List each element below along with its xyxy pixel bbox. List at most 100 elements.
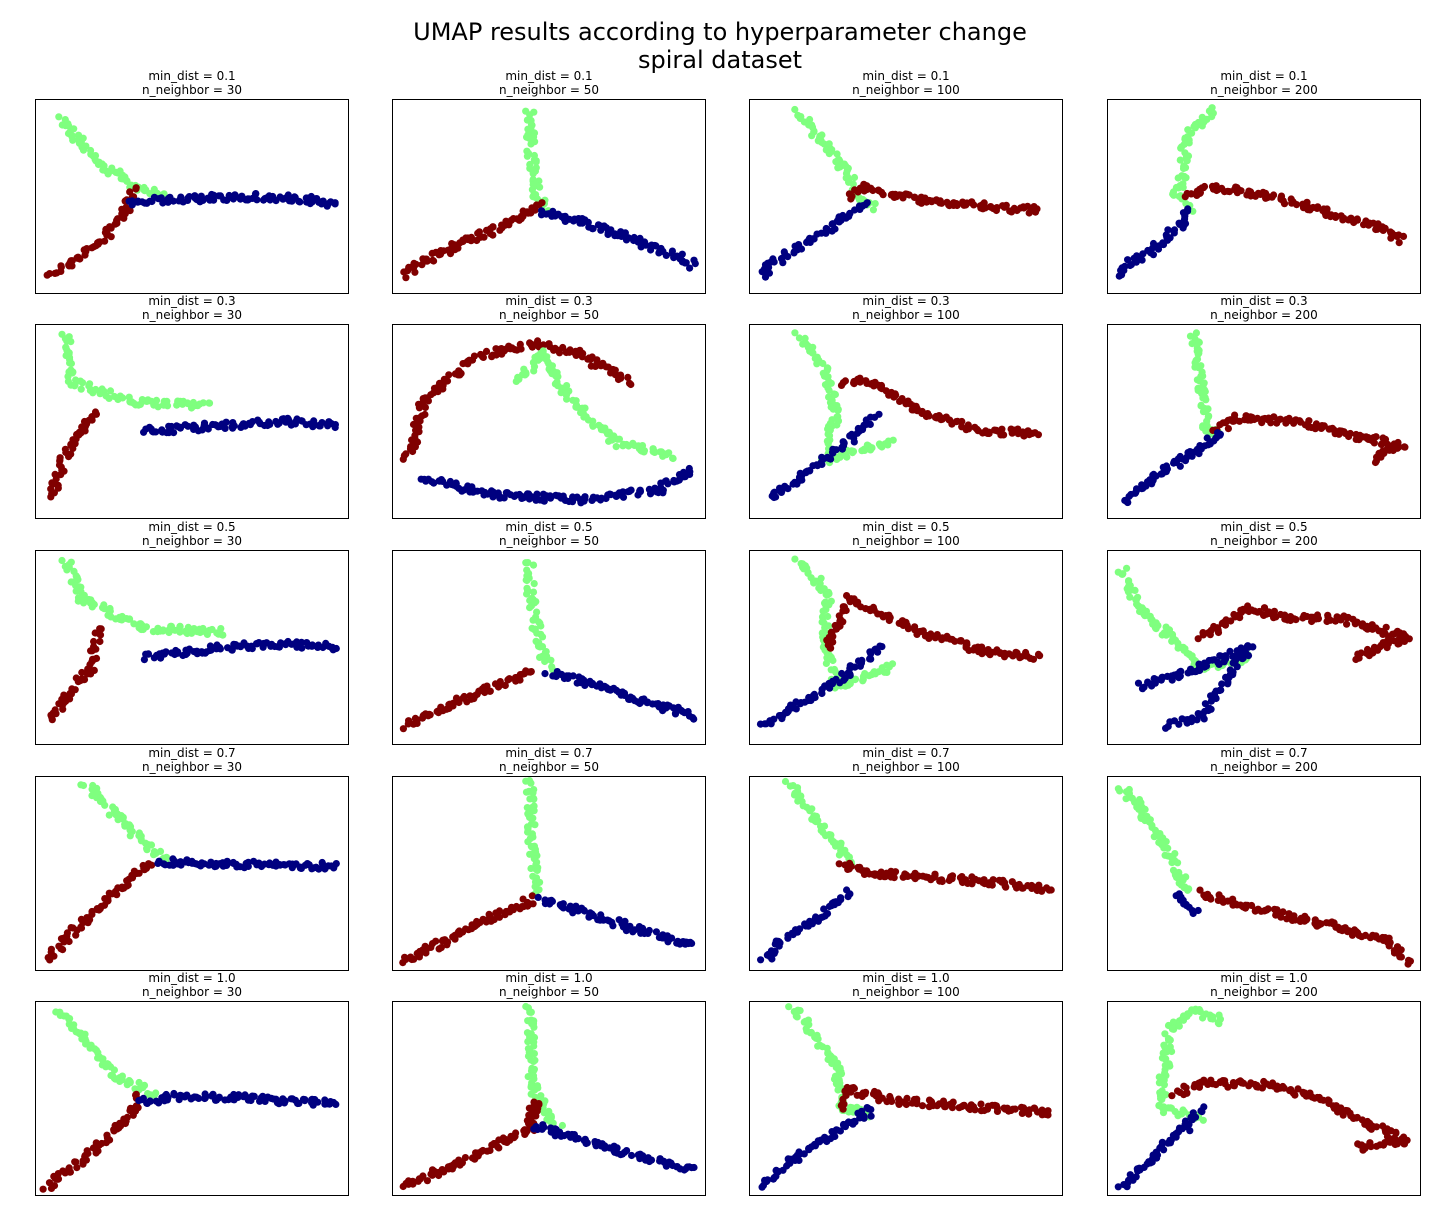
scatter-point: [1118, 570, 1127, 578]
scatter-point: [756, 720, 765, 728]
axes-frame: [749, 550, 1063, 745]
scatter-point: [1366, 1139, 1374, 1147]
scatter-point: [640, 447, 648, 455]
scatter-point: [911, 193, 919, 201]
scatter-point: [883, 668, 891, 676]
scatter-point: [71, 381, 79, 389]
scatter-point: [1191, 124, 1199, 132]
scatter-point: [1178, 455, 1186, 463]
scatter-point: [819, 359, 827, 368]
scatter-point: [867, 1112, 875, 1120]
axes-frame: [35, 324, 349, 519]
scatter-point: [1147, 249, 1155, 257]
scatter-point: [555, 349, 564, 357]
scatter-point: [165, 628, 173, 637]
scatter-point: [184, 196, 192, 204]
scatter-point: [949, 1098, 957, 1106]
scatter-point: [518, 494, 526, 502]
scatter-point: [617, 374, 625, 382]
scatter-point: [628, 1151, 636, 1160]
scatter-point: [895, 1100, 903, 1108]
scatter-point: [1194, 906, 1202, 915]
scatter-point: [290, 193, 299, 201]
scatter-point: [938, 199, 946, 207]
scatter-point: [652, 928, 660, 936]
scatter-point: [810, 128, 818, 136]
scatter-point: [217, 625, 225, 633]
scatter-point: [847, 595, 855, 603]
scatter-point: [827, 628, 835, 636]
series-class_2: [757, 886, 854, 964]
subplot-axes: [392, 99, 706, 294]
scatter-point: [78, 379, 87, 387]
scatter-point: [1377, 641, 1385, 649]
scatter-point: [500, 1138, 508, 1146]
scatter-point: [424, 475, 432, 483]
axes-frame: [749, 99, 1063, 294]
scatter-point: [824, 364, 832, 372]
scatter-point: [188, 629, 196, 637]
scatter-point: [792, 698, 800, 706]
scatter-point: [523, 590, 531, 598]
scatter-point: [566, 346, 574, 354]
scatter-point: [1001, 649, 1009, 657]
scatter-point: [1382, 623, 1390, 631]
scatter-point: [1134, 679, 1143, 687]
scatter-point: [913, 1100, 921, 1108]
subplot-title-line2: n_neighbor = 50: [499, 985, 599, 999]
scatter-point: [1322, 919, 1331, 927]
scatter-point: [1395, 239, 1403, 247]
scatter-point: [1138, 256, 1146, 264]
scatter-point: [444, 1163, 452, 1171]
axes-frame: [392, 550, 706, 745]
scatter-point: [1202, 396, 1210, 404]
scatter-point: [479, 353, 487, 361]
axes-frame: [35, 1001, 349, 1196]
scatter-point: [604, 685, 612, 693]
subplot-title-line1: min_dist = 0.7: [148, 746, 236, 760]
series-class_2: [417, 464, 694, 507]
scatter-point: [451, 931, 459, 939]
scatter-point: [762, 1177, 770, 1186]
subplot-title-line2: n_neighbor = 200: [1210, 985, 1318, 999]
scatter-point: [686, 264, 694, 272]
scatter-point: [524, 1038, 532, 1046]
scatter-point: [524, 559, 532, 567]
scatter-point: [786, 782, 794, 790]
axes-frame: [35, 550, 349, 745]
scatter-point: [569, 909, 577, 917]
scatter-point: [1317, 920, 1325, 928]
scatter-point: [847, 862, 855, 870]
scatter-point: [399, 725, 407, 733]
scatter-point: [758, 1183, 766, 1191]
scatter-point: [1152, 676, 1161, 684]
scatter-point: [901, 870, 909, 878]
scatter-point: [1315, 1093, 1323, 1102]
scatter-point: [572, 351, 580, 359]
series-class_0: [522, 1002, 566, 1130]
scatter-point: [668, 934, 676, 942]
scatter-point: [892, 391, 900, 399]
scatter-point: [840, 1121, 848, 1129]
scatter-point: [531, 821, 539, 829]
scatter-point: [184, 400, 192, 408]
scatter-point: [574, 1135, 582, 1143]
scatter-point: [1127, 261, 1135, 269]
scatter-point: [83, 670, 91, 678]
scatter-point: [763, 951, 771, 959]
scatter-point: [523, 152, 531, 160]
series-class_1: [39, 1090, 142, 1193]
scatter-point: [825, 902, 833, 911]
scatter-point: [101, 801, 109, 809]
scatter-point: [298, 644, 306, 652]
scatter-point: [46, 956, 54, 964]
scatter-point: [876, 442, 885, 450]
scatter-point: [918, 407, 926, 416]
scatter-point: [281, 1097, 289, 1105]
scatter-point: [1273, 1082, 1281, 1090]
scatter-point: [526, 604, 534, 612]
scatter-point: [905, 191, 913, 199]
scatter-point: [1404, 960, 1412, 968]
scatter-point: [1175, 1022, 1183, 1030]
scatter-point: [522, 788, 531, 796]
